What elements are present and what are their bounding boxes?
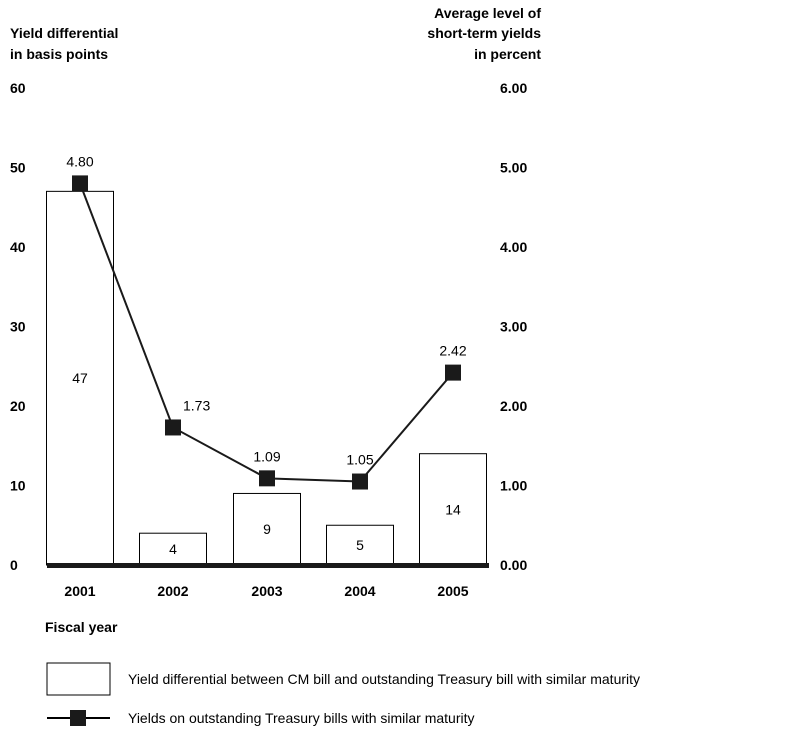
x-tick-label-2001: 2001 [64, 583, 95, 599]
x-tick-label-2003: 2003 [251, 583, 282, 599]
x-axis-title: Fiscal year [45, 619, 118, 635]
right-tick-label: 1.00 [500, 478, 527, 494]
bar-2005 [419, 453, 487, 566]
right-axis-title-line-1: Average level of [434, 5, 541, 21]
legend-bar-swatch [46, 662, 111, 696]
legend-line-label: Yields on outstanding Treasury bills wit… [128, 710, 475, 726]
x-axis-baseline [47, 563, 489, 568]
left-tick-label: 50 [10, 160, 26, 176]
x-tick-label-2004: 2004 [344, 583, 375, 599]
left-tick-label: 40 [10, 239, 26, 255]
bar-label-2002: 4 [169, 541, 177, 557]
x-tick-label-2002: 2002 [157, 583, 188, 599]
right-tick-label: 5.00 [500, 160, 527, 176]
x-axis-ticks: 2001 2002 2003 2004 2005 [64, 583, 468, 599]
line-point-2004 [352, 473, 368, 490]
left-axis-title-line-1: Yield differential [10, 25, 118, 41]
line-label-2005: 2.42 [439, 343, 466, 359]
legend-bar-label: Yield differential between CM bill and o… [128, 671, 640, 687]
left-tick-label: 60 [10, 80, 26, 96]
right-tick-label: 6.00 [500, 80, 527, 96]
left-tick-label: 10 [10, 478, 26, 494]
line-label-2002: 1.73 [183, 397, 210, 413]
right-tick-label: 4.00 [500, 239, 527, 255]
treasury-yield-line [79, 183, 454, 483]
right-tick-label: 2.00 [500, 398, 527, 414]
bar-label-2003: 9 [263, 521, 271, 537]
line-point-2003 [259, 470, 275, 487]
x-tick-label-2005: 2005 [437, 583, 468, 599]
bar-series [46, 190, 487, 566]
legend: Yield differential between CM bill and o… [46, 662, 640, 726]
bar-2004 [326, 524, 394, 566]
right-tick-label: 0.00 [500, 557, 527, 573]
right-axis-ticks: 0.00 1.00 2.00 3.00 4.00 5.00 6.00 [500, 80, 527, 573]
bar-2001 [46, 190, 114, 566]
left-tick-label: 0 [10, 557, 18, 573]
left-axis-title-line-2: in basis points [10, 46, 108, 62]
right-axis-title-line-2: short-term yields [427, 25, 541, 41]
left-tick-label: 20 [10, 398, 26, 414]
line-point-2005 [445, 364, 461, 381]
right-axis-title-line-3: in percent [474, 46, 541, 62]
left-axis-ticks: 0 10 20 30 40 50 60 [10, 80, 26, 573]
line-label-2001: 4.80 [66, 153, 93, 169]
line-point-2002 [165, 419, 181, 436]
line-label-2004: 1.05 [346, 452, 373, 468]
bar-label-2001: 47 [72, 370, 88, 386]
bar-label-2004: 5 [356, 537, 364, 553]
line-series: 4.80 1.73 1.09 1.05 2.42 [66, 153, 467, 490]
bar-data-labels: 47 4 9 5 14 [72, 370, 461, 557]
line-label-2003: 1.09 [253, 448, 280, 464]
left-tick-label: 30 [10, 319, 26, 335]
bar-2002 [139, 532, 207, 566]
line-point-2001 [72, 175, 88, 192]
bar-label-2005: 14 [445, 501, 461, 517]
right-tick-label: 3.00 [500, 319, 527, 335]
bar-2003 [233, 492, 301, 566]
legend-line-marker [70, 710, 86, 726]
